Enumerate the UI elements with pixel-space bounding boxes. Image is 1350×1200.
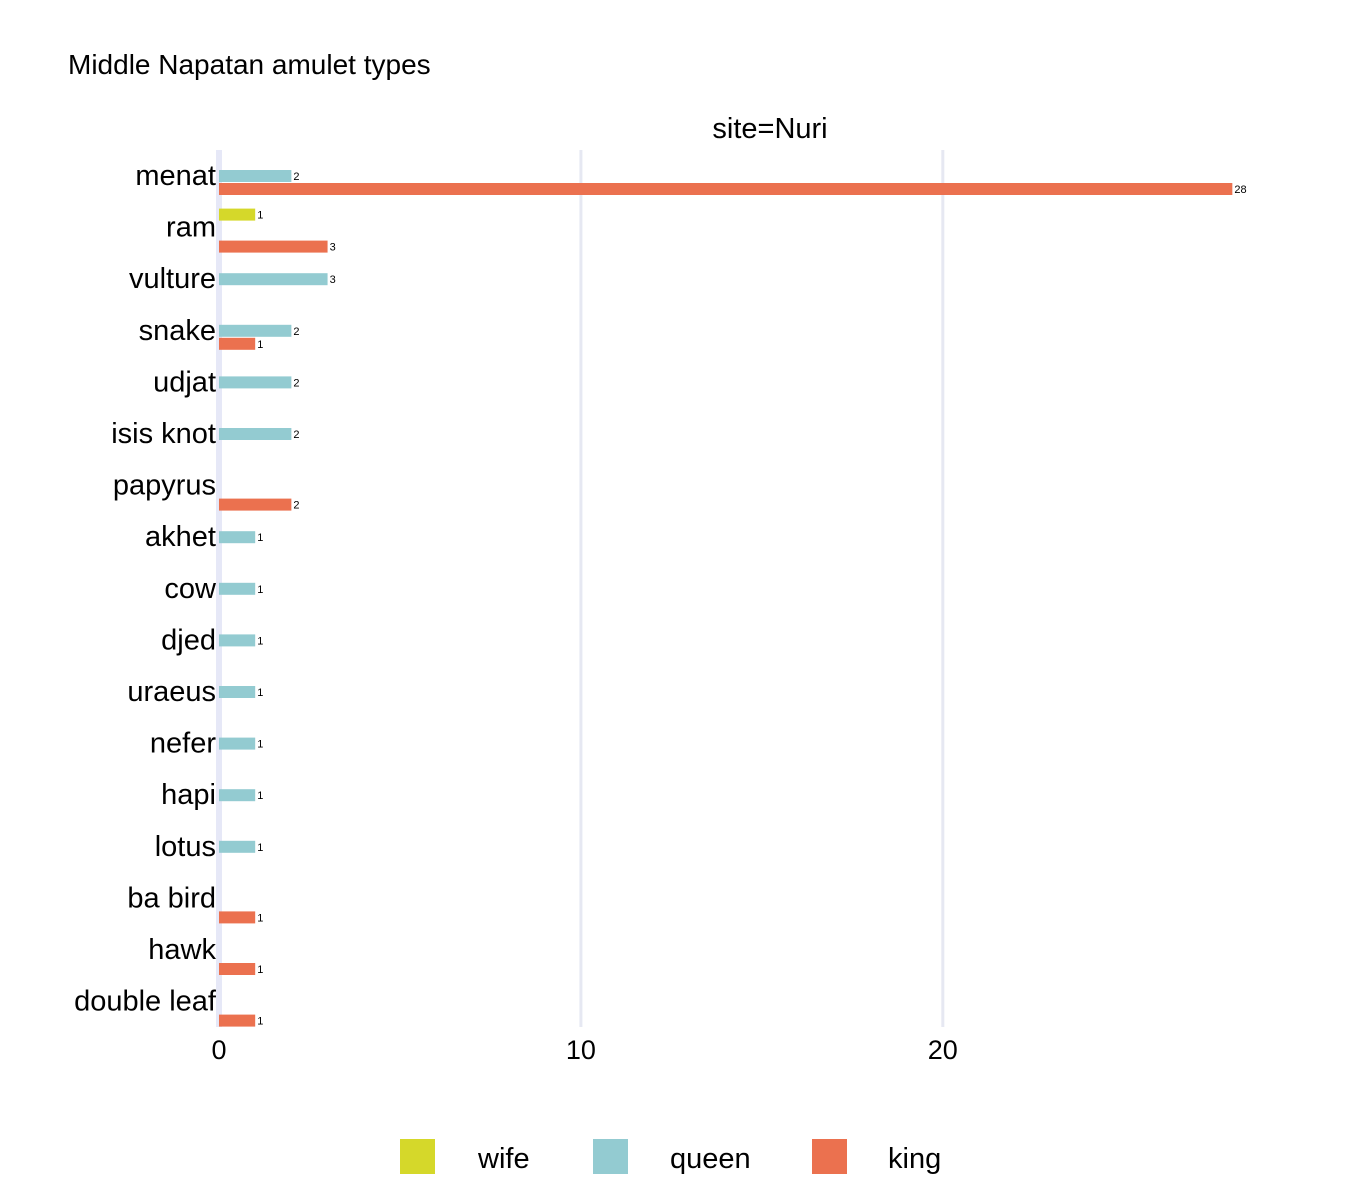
bar-queen <box>219 376 292 389</box>
x-tick-label: 20 <box>928 1035 958 1065</box>
legend-label-king: king <box>888 1143 941 1175</box>
legend-label-wife: wife <box>477 1143 530 1175</box>
bar-value-label: 2 <box>293 171 299 183</box>
bar-value-label: 2 <box>293 429 299 441</box>
bar-value-label: 1 <box>257 1016 263 1028</box>
bar-value-label: 1 <box>257 635 263 647</box>
bar-value-label: 2 <box>293 377 299 389</box>
category-label: udjat <box>153 366 216 398</box>
bar-value-label: 1 <box>257 912 263 924</box>
category-label: nefer <box>150 728 216 760</box>
bar-wife <box>219 208 256 221</box>
category-label: uraeus <box>127 676 216 708</box>
category-label: ram <box>166 212 216 244</box>
bar-queen <box>219 634 256 647</box>
bar-queen <box>219 686 256 698</box>
category-label: double leaf <box>74 986 217 1018</box>
bar-value-label: 1 <box>257 964 263 976</box>
bar-value-label: 3 <box>330 242 336 254</box>
legend-swatch-king <box>812 1139 847 1174</box>
bar-queen <box>219 582 256 595</box>
bar-value-label: 1 <box>257 842 263 854</box>
bar-queen <box>219 531 256 544</box>
category-label: vulture <box>129 263 216 295</box>
bar-queen <box>219 428 292 440</box>
category-label: isis knot <box>111 418 216 450</box>
bar-queen <box>219 737 256 750</box>
bar-queen <box>219 840 256 853</box>
category-label: papyrus <box>113 470 216 502</box>
bar-value-label: 1 <box>257 339 263 351</box>
bar-value-label: 1 <box>257 739 263 751</box>
bar-value-label: 1 <box>257 687 263 699</box>
bar-value-label: 1 <box>257 790 263 802</box>
bar-queen <box>219 324 292 337</box>
legend: wife queen king <box>400 1139 941 1175</box>
bar-labels: 2 28 1 3 3 2 1 2 2 2 1 1 1 1 1 1 1 1 1 1 <box>257 171 1246 1028</box>
category-label: ba bird <box>127 882 216 914</box>
bar-queen <box>219 789 256 802</box>
category-label: snake <box>139 315 216 347</box>
category-label: akhet <box>145 521 216 553</box>
legend-swatch-wife <box>400 1139 435 1174</box>
x-axis-ticks: 0 10 20 <box>211 1035 957 1065</box>
bar-king <box>219 1014 256 1027</box>
category-label: lotus <box>155 831 216 863</box>
legend-swatch-queen <box>593 1139 628 1174</box>
bar-value-label: 2 <box>293 326 299 338</box>
category-label: hapi <box>161 779 216 811</box>
bar-king <box>219 911 256 924</box>
bar-queen <box>219 273 328 286</box>
category-label: menat <box>135 160 216 192</box>
category-labels: menat ram vulture snake udjat isis knot papyru… <box>74 160 217 1018</box>
bar-king <box>219 498 292 511</box>
bars <box>219 170 1233 1027</box>
bar-king <box>219 963 256 975</box>
bar-king <box>219 240 328 253</box>
facet-label: site=Nuri <box>712 113 827 145</box>
bar-queen <box>219 170 292 182</box>
x-tick-label: 0 <box>211 1035 226 1065</box>
bar-value-label: 28 <box>1234 184 1246 196</box>
bar-king <box>219 337 256 350</box>
legend-label-queen: queen <box>670 1143 751 1175</box>
bar-value-label: 1 <box>257 532 263 544</box>
category-label: djed <box>161 624 216 656</box>
bar-value-label: 1 <box>257 584 263 596</box>
category-label: hawk <box>148 934 216 966</box>
x-tick-label: 10 <box>566 1035 596 1065</box>
bar-king <box>219 183 1233 195</box>
bar-value-label: 1 <box>257 210 263 222</box>
bar-value-label: 3 <box>330 274 336 286</box>
bar-value-label: 2 <box>293 500 299 512</box>
chart-title: Middle Napatan amulet types <box>68 49 431 80</box>
category-label: cow <box>164 573 217 605</box>
